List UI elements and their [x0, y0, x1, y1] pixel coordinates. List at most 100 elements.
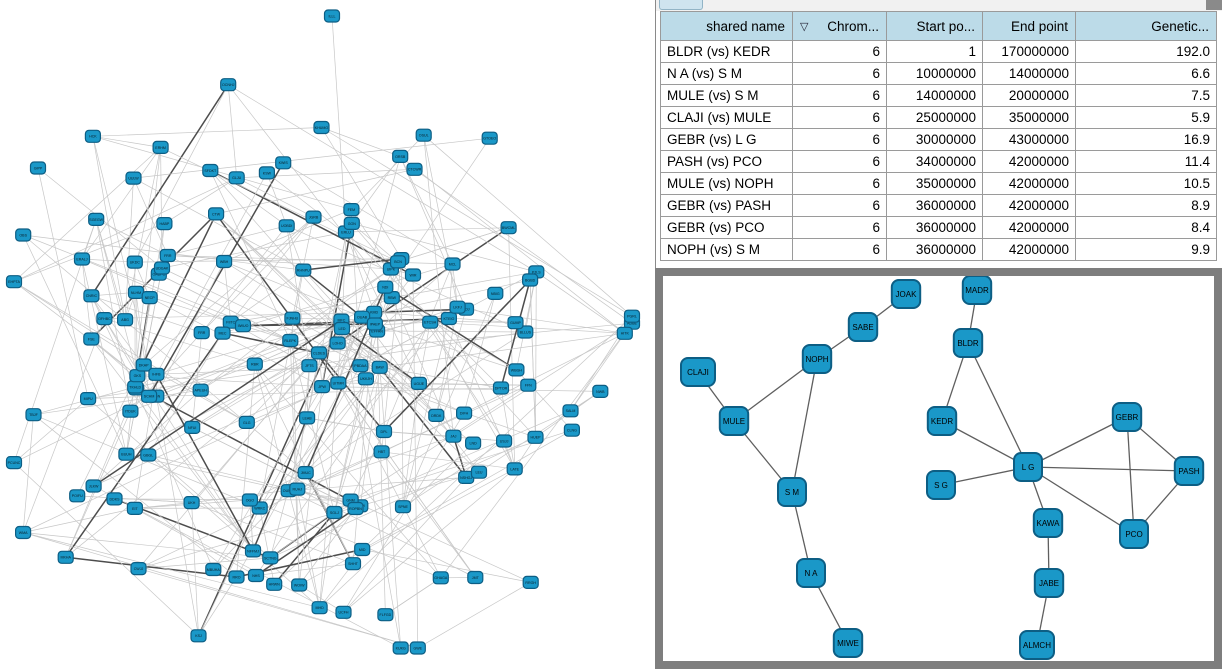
network-node[interactable]: OBS [15, 228, 32, 242]
network-node[interactable]: OUAB [354, 310, 371, 324]
network-node[interactable]: BGBD [521, 273, 539, 287]
node-pco[interactable]: PCO [1119, 519, 1149, 549]
network-node[interactable]: UULW [125, 171, 142, 185]
network-node[interactable]: EHPTA [5, 275, 23, 289]
network-node[interactable]: MEC [214, 326, 231, 340]
node-miwe[interactable]: MIWE [832, 628, 864, 658]
node-sabe[interactable]: SABE [847, 312, 879, 342]
network-node[interactable]: ORSB [392, 149, 409, 163]
network-edge[interactable] [791, 358, 818, 493]
network-node[interactable]: FRR [193, 326, 210, 340]
network-node[interactable]: MID [354, 542, 371, 557]
network-node[interactable]: JFTS [301, 359, 318, 373]
node-noph[interactable]: NOPH [801, 344, 833, 374]
node-joak[interactable]: JOAK [890, 279, 922, 309]
network-node[interactable]: TBJF [25, 408, 42, 422]
network-node[interactable]: FLFGD [377, 608, 394, 622]
network-node[interactable]: LEAB [299, 411, 316, 425]
network-node[interactable]: KTEIO [440, 311, 457, 326]
network-node[interactable]: UDGAK [153, 261, 171, 275]
network-edge[interactable] [1027, 466, 1190, 472]
network-node[interactable]: DKAP [135, 358, 152, 372]
network-node[interactable]: OSUL [415, 128, 432, 142]
network-node[interactable]: FJNHU [284, 311, 301, 325]
network-node[interactable]: RBW [383, 291, 400, 305]
network-node[interactable]: NDI [377, 280, 394, 294]
network-node[interactable]: WOIW [291, 578, 308, 592]
network-node[interactable]: ERHM [152, 140, 169, 154]
node-bldr[interactable]: BLDR [952, 328, 984, 358]
network-node[interactable]: IHFB [148, 367, 165, 381]
network-node[interactable]: FSE [83, 332, 100, 346]
network-node[interactable]: DRDK [428, 408, 445, 422]
network-node[interactable]: JGRB [305, 210, 322, 224]
column-header[interactable]: shared name [660, 11, 793, 41]
tab-fragment[interactable] [659, 0, 703, 10]
network-node[interactable]: BCN [389, 255, 407, 269]
table-row[interactable]: GEBR (vs) L G 6 30000000 43000000 16.9 [660, 128, 1217, 151]
network-node[interactable]: NHS [247, 568, 265, 583]
network-node[interactable]: IIWUO [234, 319, 252, 333]
network-node[interactable]: CLDES [310, 346, 328, 360]
network-node[interactable]: PCUNC [5, 456, 23, 470]
network-node[interactable]: RRO [228, 570, 245, 584]
network-node[interactable]: SFDKT [202, 163, 219, 178]
network-node[interactable]: KSJ [190, 629, 207, 643]
network-node[interactable]: HITK [616, 326, 633, 340]
network-node[interactable]: RBR [246, 357, 263, 371]
network-edge[interactable] [967, 342, 1029, 468]
network-node[interactable]: SCHM [141, 389, 158, 403]
network-node[interactable]: EIT [126, 501, 144, 515]
network-node[interactable]: ROPBN [347, 501, 364, 516]
network-node[interactable]: PBDAA [352, 359, 369, 373]
network-node[interactable]: APEUH [192, 383, 209, 397]
network-node[interactable]: GHAGA [432, 571, 449, 585]
network-node[interactable]: HRWN [266, 577, 283, 591]
network-node[interactable]: MBUHA [205, 562, 222, 577]
network-node[interactable]: FEM [343, 203, 360, 217]
network-node[interactable]: JPW [314, 380, 331, 394]
network-node[interactable]: SPNE [394, 500, 412, 514]
network-node[interactable]: RLEPK [282, 333, 299, 348]
network-node[interactable]: SGEGW [88, 212, 105, 226]
network-node[interactable]: CLNG [563, 423, 581, 437]
node-jabe[interactable]: JABE [1033, 568, 1065, 598]
network-node[interactable]: BAW [371, 360, 388, 374]
network-node[interactable]: IPAEP [366, 317, 383, 331]
network-edge[interactable] [1126, 416, 1135, 535]
network-node[interactable]: CTCWR [406, 162, 423, 176]
node-gebr[interactable]: GEBR [1111, 402, 1143, 432]
network-node[interactable]: OFHBC [96, 312, 113, 326]
table-row[interactable]: MULE (vs) S M 6 14000000 20000000 7.5 [660, 84, 1217, 107]
network-node[interactable]: UOBDI [278, 219, 295, 233]
table-row[interactable]: BLDR (vs) KEDR 6 1 170000000 192.0 [660, 40, 1217, 63]
network-node[interactable]: WBGH [508, 363, 525, 377]
network-node[interactable]: NFFMJ [244, 544, 262, 558]
table-row[interactable]: GEBR (vs) PCO 6 36000000 42000000 8.4 [660, 216, 1217, 239]
network-node[interactable]: WIR [404, 268, 422, 282]
network-node[interactable]: GLG [238, 415, 255, 429]
network-node[interactable]: ERALJ [73, 252, 91, 266]
network-node[interactable]: CTW [208, 207, 225, 221]
main-network-view[interactable]: ILLLERLUGIPPERALJGLGOADFCDPLFSESCTNGMKHA… [0, 0, 655, 669]
network-node[interactable]: KSW [258, 166, 275, 180]
network-node[interactable]: OCNHJ [220, 78, 237, 92]
network-node[interactable]: UKKJH [357, 372, 374, 386]
network-node[interactable]: NECP [141, 291, 158, 305]
network-node[interactable]: MHD [311, 601, 328, 615]
network-node[interactable]: ABG [116, 313, 134, 327]
network-node[interactable]: OGO [241, 493, 258, 507]
node-kawa[interactable]: KAWA [1032, 508, 1064, 538]
network-node[interactable]: KUKG [392, 641, 409, 655]
network-node[interactable]: GLJU [228, 171, 245, 185]
node-n-a[interactable]: N A [796, 558, 826, 588]
sub-network-view[interactable]: JOAK SABE NOPH CLAJI MULE S M N A MIWE MADR BLDR K… [663, 276, 1214, 661]
network-node[interactable]: RHNPU [295, 263, 312, 277]
network-node[interactable]: LATE [506, 462, 523, 476]
column-header[interactable]: End point [982, 11, 1076, 41]
network-node[interactable]: SALM [562, 404, 579, 418]
network-node[interactable]: KHUMO [313, 120, 330, 135]
network-node[interactable]: BLLUS [517, 325, 534, 339]
filter-icon[interactable]: ▽ [800, 20, 809, 33]
network-node[interactable]: GON [343, 216, 360, 230]
